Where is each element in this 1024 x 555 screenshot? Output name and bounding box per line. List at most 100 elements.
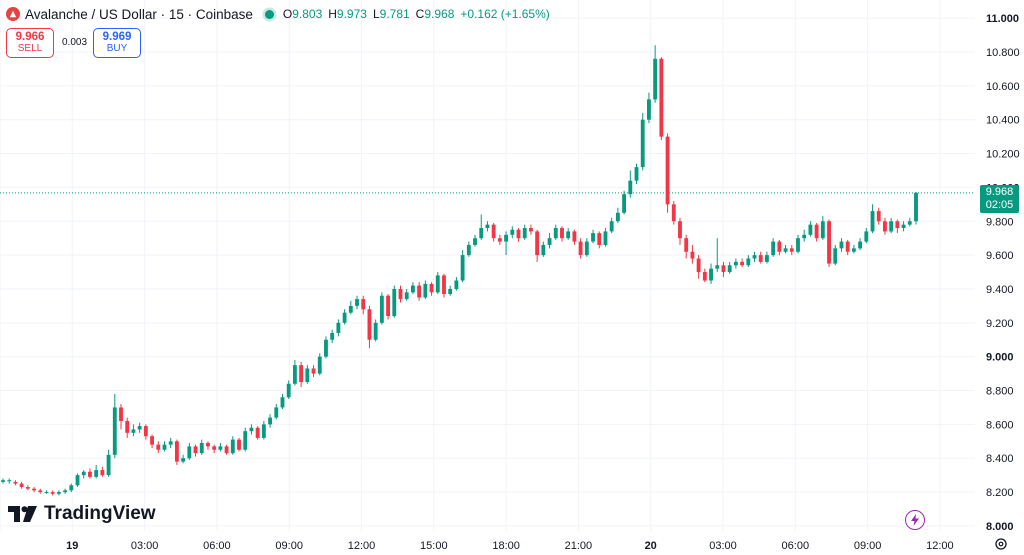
candle [398,285,403,303]
candle [721,261,726,278]
candle-body [895,221,900,229]
market-status-indicator [264,9,274,19]
bolt-button[interactable] [905,510,925,530]
candle-body [398,288,403,300]
candle [845,239,850,256]
candle-body [690,251,695,259]
candle [808,221,813,237]
candle-body [715,265,720,269]
bolt-icon [911,514,919,526]
x-tick-label: 20 [645,540,657,552]
y-tick-label: 9.200 [986,318,1014,330]
candle [516,228,521,242]
tradingview-logo[interactable]: TradingView [8,503,156,525]
candle-body [454,280,459,289]
candle-body [286,383,291,398]
candle [833,244,838,266]
settings-button[interactable] [993,536,1009,552]
candle [560,226,564,242]
candle-body [510,229,515,235]
candle-body [106,454,111,476]
candle [553,224,558,240]
candle [740,258,745,267]
candle [255,426,260,440]
candle-body [249,427,254,432]
candle [733,258,738,269]
candle-body [833,248,838,264]
candle-body [535,231,540,256]
candle [659,57,664,141]
candle-body [38,490,43,493]
candle-body [460,255,465,281]
candle-body [696,258,701,273]
candle-body [181,458,186,462]
candle [603,228,608,247]
candle [479,214,484,240]
candle [69,483,74,493]
candle [324,336,328,359]
candle [435,272,440,295]
x-tick-label: 09:00 [854,540,882,552]
candle-body [733,261,738,266]
x-tick-label: 09:00 [275,540,303,552]
candle [895,219,900,234]
candle [876,207,881,225]
symbol-title[interactable]: Avalanche / US Dollar · 15 · Coinbase [25,6,253,22]
high-value: 9.973 [336,7,367,21]
candle [889,217,894,234]
candle [727,261,732,274]
candle [907,217,912,227]
x-tick-label: 12:00 [926,540,954,552]
candle-body [814,224,819,239]
candle-body [765,255,769,262]
candle-body [63,490,68,493]
candle [199,439,204,455]
candle-body [379,295,384,323]
last-price-tag: 9.968 02:05 [980,185,1019,213]
candle-body [727,265,732,273]
candle [1,478,5,484]
candle-body [665,136,670,205]
candle [212,444,217,454]
candle-body [193,446,198,454]
candle-body [404,292,409,300]
candle-body [311,368,316,374]
candle-body [473,238,477,245]
candle [25,485,30,491]
candle-body [212,446,217,450]
candle [32,486,36,493]
candle [261,420,266,440]
candle [622,190,627,215]
candle [7,478,12,484]
candle-body [808,224,813,235]
candle-body [224,446,229,454]
candle-body [702,272,707,281]
candle-body [274,407,279,418]
candle [348,300,353,315]
candle [535,229,540,262]
candle-body [485,224,490,229]
candle [88,468,92,479]
buy-button[interactable]: 9.969 BUY [93,28,141,58]
last-price-value: 9.968 [985,186,1014,198]
candle [100,466,105,477]
candle-body [280,397,285,408]
candle-body [578,241,583,256]
candle [305,365,310,384]
candle [392,285,397,318]
candle-body [709,268,713,281]
candle-body [174,441,179,462]
candle-body [566,231,571,239]
candle [578,238,583,259]
tradingview-logo-icon [8,506,37,522]
y-tick-label: 8.000 [986,521,1014,533]
candle [448,285,453,296]
candle-body [317,356,322,374]
candle [777,239,782,256]
candle [50,490,55,496]
candle [379,292,384,325]
y-tick-label: 9.000 [986,352,1014,364]
candle-body [584,241,589,256]
sell-button[interactable]: 9.966 SELL [6,28,54,58]
